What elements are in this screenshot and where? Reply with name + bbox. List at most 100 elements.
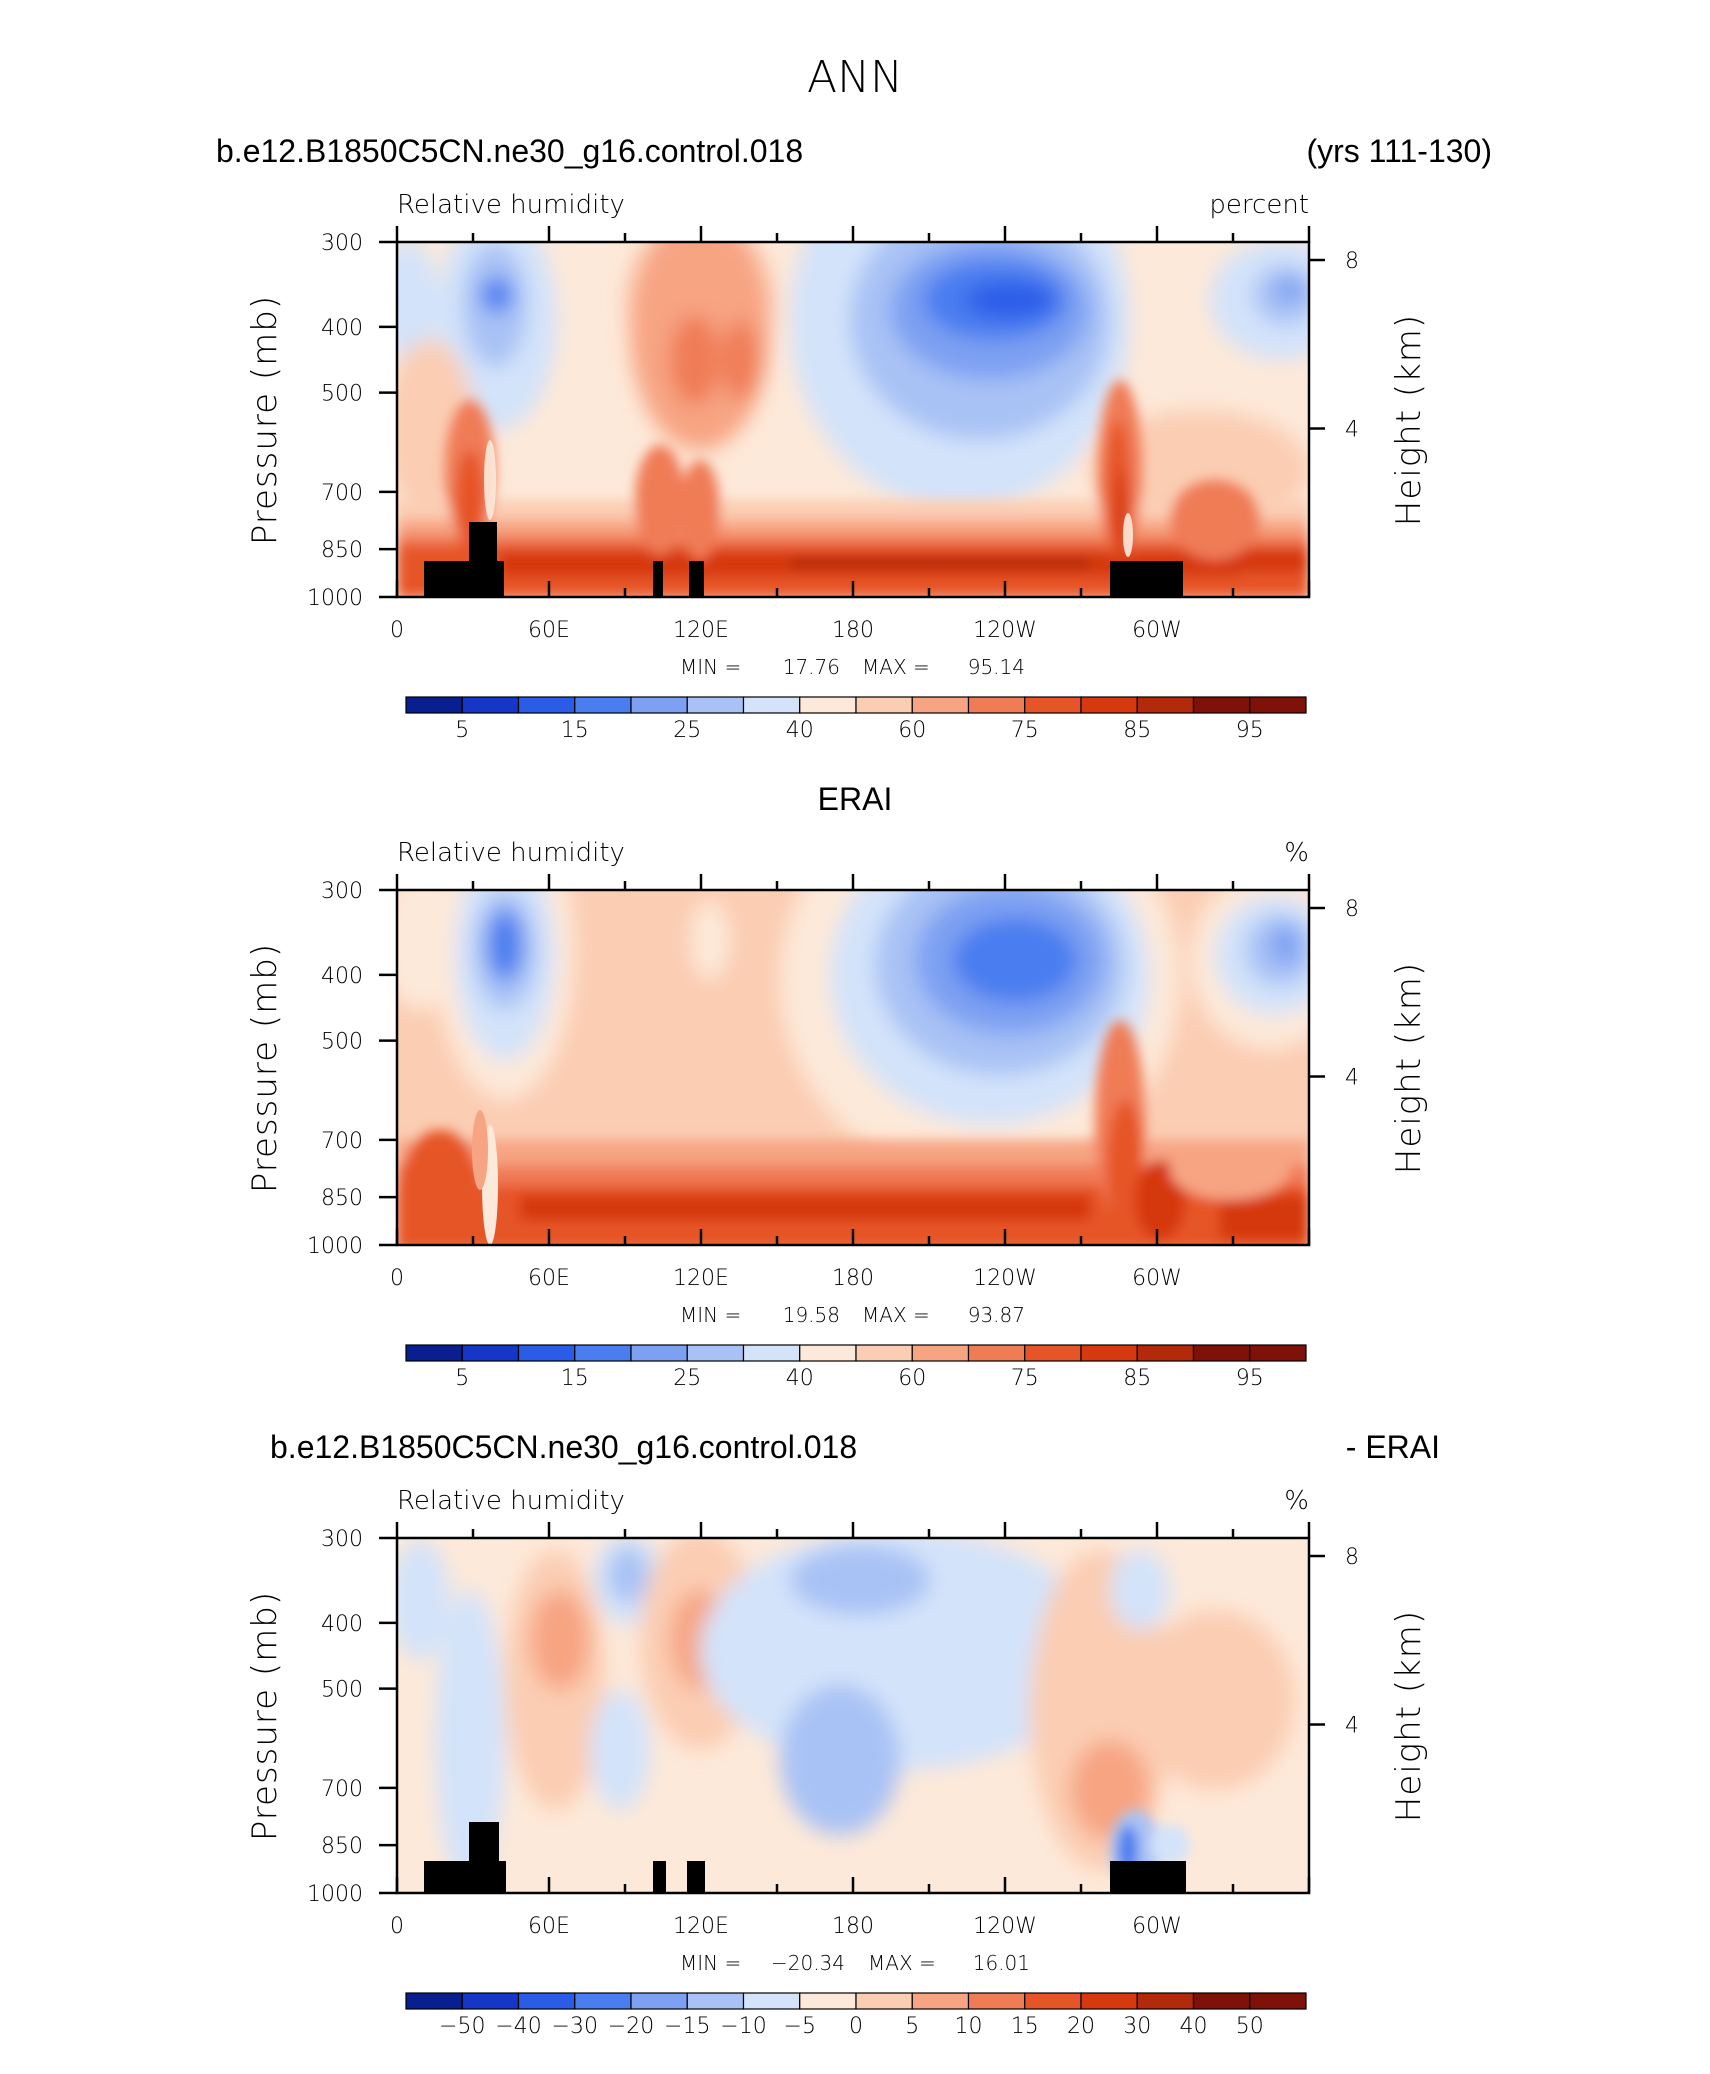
y2-tick-label: 4 [1345, 1066, 1359, 1091]
colorbar-label: 85 [1123, 1366, 1151, 1391]
panel-obs-variable-label: Relative humidity [397, 838, 625, 868]
colorbar-swatch [574, 1992, 632, 2010]
panel-diff-ylabel: Pressure (mb) [245, 1591, 285, 1841]
panel-model-variable-label: Relative humidity [397, 190, 625, 220]
panel-model-case-label: b.e12.B1850C5CN.ne30_g16.control.018 [216, 133, 803, 169]
panel-diff-min-label: MIN = [680, 1951, 741, 1975]
colorbar-swatch [911, 1992, 970, 2010]
colorbar-label: 15 [1011, 2014, 1039, 2039]
x-tick-label: 0 [390, 1914, 404, 1939]
y-tick-label: 700 [321, 1129, 363, 1154]
x-tick-label: 0 [390, 618, 404, 643]
panel-diff-units-label: % [1284, 1486, 1309, 1516]
colorbar-label: 15 [561, 718, 589, 743]
colorbar-label: 60 [898, 718, 926, 743]
x-tick-label: 180 [832, 1266, 874, 1291]
colorbar-swatch [967, 1992, 1026, 2010]
panel-obs: ERAI Relative humidity % [245, 781, 1429, 1391]
y-tick-label: 500 [321, 382, 363, 407]
colorbar-swatch [686, 1344, 745, 1362]
colorbar-label: 25 [673, 1366, 701, 1391]
colorbar-swatch [742, 1992, 801, 2010]
y2-tick-label: 8 [1345, 1545, 1359, 1570]
panel-model-axes: 0 60E 120E 180 120W 60W 300 400 500 700 850 1000 8 4 [307, 226, 1359, 643]
y-tick-label: 1000 [307, 586, 363, 611]
colorbar-swatch [911, 1344, 970, 1362]
colorbar-label: 40 [786, 1366, 814, 1391]
colorbar-swatch [461, 696, 520, 714]
panel-obs-ylabel: Pressure (mb) [245, 943, 285, 1193]
y-tick-label: 1000 [307, 1234, 363, 1259]
x-tick-label: 60E [528, 1266, 570, 1291]
x-tick-label: 180 [832, 1914, 874, 1939]
colorbar-swatch [1080, 1992, 1138, 2010]
x-tick-label: 120E [673, 618, 729, 643]
x-tick-label: 60W [1132, 1914, 1182, 1939]
colorbar-label: −50 [439, 2014, 485, 2039]
y-tick-label: 400 [321, 964, 363, 989]
colorbar-swatch [799, 1344, 857, 1362]
panel-diff: b.e12.B1850C5CN.ne30_g16.control.018 - E… [245, 1429, 1440, 2039]
panel-model-max-value: 95.14 [968, 655, 1025, 679]
panel-obs-max-value: 93.87 [968, 1303, 1025, 1327]
colorbar-label: −15 [664, 2014, 710, 2039]
panel-model-ylabel: Pressure (mb) [245, 295, 285, 545]
y-tick-label: 850 [321, 1834, 363, 1859]
y2-tick-label: 8 [1345, 897, 1359, 922]
colorbar-swatch [517, 696, 576, 714]
panel-model-units-label: percent [1209, 190, 1309, 220]
colorbar-swatch [1024, 1992, 1082, 2010]
colorbar-label: 5 [455, 1366, 469, 1391]
colorbar-swatch [1192, 1992, 1251, 2010]
panel-diff-case-label: b.e12.B1850C5CN.ne30_g16.control.018 [270, 1429, 857, 1465]
colorbar-swatch [799, 696, 857, 714]
colorbar-swatch [855, 1344, 913, 1362]
colorbar-label: −30 [552, 2014, 598, 2039]
colorbar-label: −20 [608, 2014, 654, 2039]
colorbar-label: 10 [955, 2014, 983, 2039]
panel-model-max-label: MAX = [862, 655, 930, 679]
panel-model-colorbar: 5 15 25 40 60 75 85 95 [405, 696, 1307, 743]
colorbar-swatch [742, 1344, 801, 1362]
colorbar-label: 15 [561, 1366, 589, 1391]
y2-tick-label: 8 [1345, 249, 1359, 274]
panel-obs-y2label: Height (km) [1389, 962, 1429, 1174]
x-tick-label: 60W [1132, 618, 1182, 643]
y-tick-label: 850 [321, 1186, 363, 1211]
x-tick-label: 60E [528, 618, 570, 643]
colorbar-swatch [1249, 1992, 1307, 2010]
colorbar-swatch [517, 1992, 576, 2010]
colorbar-label: 40 [1180, 2014, 1208, 2039]
y-tick-label: 850 [321, 538, 363, 563]
panel-diff-terrain [424, 1822, 1186, 1893]
panel-diff-max-value: 16.01 [973, 1951, 1030, 1975]
panel-model-min-value: 17.76 [783, 655, 840, 679]
panel-model-min-label: MIN = [680, 655, 741, 679]
colorbar-swatch [574, 1344, 632, 1362]
panel-obs-min-value: 19.58 [783, 1303, 840, 1327]
colorbar-label: 60 [898, 1366, 926, 1391]
colorbar-label: 5 [455, 718, 469, 743]
colorbar-swatch [855, 696, 913, 714]
colorbar-swatch [967, 1344, 1026, 1362]
x-tick-label: 0 [390, 1266, 404, 1291]
x-tick-label: 60E [528, 1914, 570, 1939]
colorbar-label: −10 [720, 2014, 766, 2039]
colorbar-swatch [1080, 1344, 1138, 1362]
colorbar-swatch [1192, 696, 1251, 714]
colorbar-label: −5 [784, 2014, 816, 2039]
x-tick-label: 60W [1132, 1266, 1182, 1291]
colorbar-label: 50 [1236, 2014, 1264, 2039]
panel-diff-variable-label: Relative humidity [397, 1486, 625, 1516]
panel-obs-units-label: % [1284, 838, 1309, 868]
y-tick-label: 1000 [307, 1882, 363, 1907]
y-tick-label: 400 [321, 1612, 363, 1637]
panel-diff-axes: 0 60E 120E 180 120W 60W 300 400 500 700 850 1000 8 4 [307, 1522, 1359, 1939]
colorbar-swatch [630, 696, 688, 714]
colorbar-label: 85 [1123, 718, 1151, 743]
colorbar-label: 95 [1236, 718, 1264, 743]
colorbar-swatch [1249, 696, 1307, 714]
colorbar-label: 20 [1067, 2014, 1095, 2039]
x-tick-label: 120W [973, 1914, 1037, 1939]
